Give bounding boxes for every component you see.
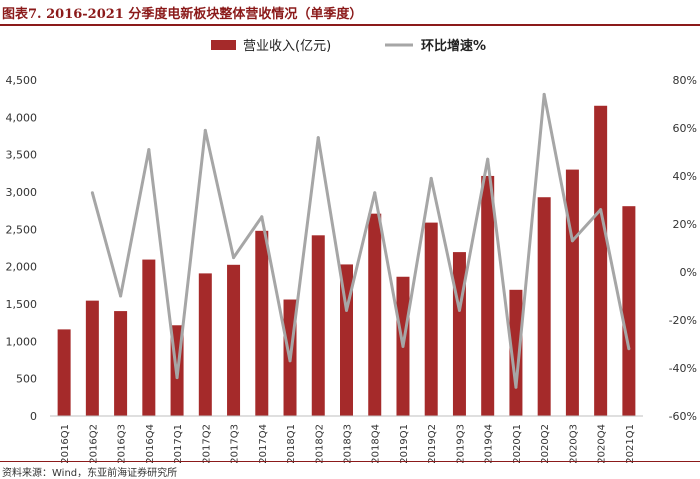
bar-2016q2: [85, 300, 99, 416]
y-right-tick-label: 40%: [673, 170, 697, 183]
bar-2021q1: [622, 206, 636, 416]
x-tick-label: 2020Q2: [540, 424, 551, 464]
x-tick-label: 2019Q3: [455, 424, 466, 464]
y-right-tick-label: -60%: [669, 410, 697, 423]
y-left-tick-label: 3,000: [6, 186, 38, 199]
line-point-2020q4: [599, 208, 603, 212]
bar-2019q2: [424, 222, 438, 416]
bar-2018q2: [311, 235, 325, 416]
bar-2020q1: [509, 289, 523, 416]
y-right-tick-label: -20%: [669, 314, 697, 327]
bar-2017q3: [227, 264, 241, 416]
line-point-2019q2: [429, 176, 433, 180]
y-right-tick-label: 80%: [673, 74, 697, 87]
legend-swatch-revenue: [211, 40, 236, 50]
bar-2019q4: [481, 175, 495, 416]
x-tick-label: 2017Q2: [201, 424, 212, 464]
x-tick-label: 2018Q2: [314, 424, 325, 464]
line-point-2020q1: [514, 385, 518, 389]
footer-divider: [0, 461, 700, 462]
line-point-2020q2: [542, 92, 546, 96]
y-left-tick-label: 1,000: [6, 335, 38, 348]
bar-2016q3: [114, 311, 128, 416]
legend-label-revenue: 营业收入(亿元): [243, 39, 331, 54]
line-series-qoq-growth: [90, 92, 631, 389]
x-tick-label: 2021Q1: [625, 424, 636, 464]
line-point-2019q3: [457, 308, 461, 312]
y-left-tick-label: 4,500: [6, 74, 38, 87]
bar-2017q2: [198, 273, 212, 416]
bar-2020q4: [594, 105, 608, 416]
y-right-tick-label: 0%: [680, 266, 697, 279]
x-tick-label: 2019Q2: [427, 424, 438, 464]
y-left-tick-label: 2,500: [6, 223, 38, 236]
line-point-2021q1: [627, 347, 631, 351]
chart-title: 图表7. 2016-2021 分季度电新板块整体营收情况（单季度）: [2, 7, 363, 22]
line-point-2017q3: [232, 256, 236, 260]
y-left-tick-label: 1,500: [6, 298, 38, 311]
x-tick-label: 2017Q1: [173, 424, 184, 464]
x-tick-label: 2017Q4: [258, 424, 269, 464]
line-point-2018q3: [345, 308, 348, 312]
x-tick-label: 2020Q4: [597, 424, 608, 464]
x-tick-label: 2016Q4: [145, 424, 156, 464]
x-tick-label: 2018Q4: [371, 424, 382, 464]
y-right-tick-label: -40%: [669, 362, 697, 375]
y-right-tick-label: 60%: [673, 122, 697, 135]
line-point-2016q4: [147, 148, 151, 152]
bar-2016q4: [142, 259, 156, 416]
line-point-2017q1: [175, 376, 179, 380]
bar-2020q2: [537, 197, 551, 416]
x-tick-label: 2020Q3: [568, 424, 579, 464]
x-tick-label: 2019Q1: [399, 424, 410, 464]
line-point-2016q2: [90, 191, 94, 195]
y-right-tick-label: 20%: [673, 218, 697, 231]
line-point-2018q1: [288, 359, 292, 363]
line-point-2018q4: [373, 191, 377, 195]
line-point-2020q3: [570, 239, 574, 243]
x-tick-label: 2016Q1: [60, 424, 71, 464]
x-tick-label: 2016Q2: [88, 424, 99, 464]
y-left-tick-label: 0: [30, 410, 37, 423]
bar-2016q1: [57, 329, 71, 416]
bar-2019q3: [452, 252, 466, 416]
y-left-tick-label: 4,000: [6, 111, 38, 124]
x-tick-label: 2017Q3: [230, 424, 241, 464]
title-bar: 图表7. 2016-2021 分季度电新板块整体营收情况（单季度）: [0, 0, 700, 26]
x-tick-label: 2016Q3: [117, 424, 128, 464]
legend-label-growth: 环比增速%: [421, 38, 486, 54]
x-tick-label: 2019Q4: [484, 424, 495, 464]
bar-2017q4: [255, 230, 269, 416]
x-tick-label: 2018Q1: [286, 424, 297, 464]
line-point-2019q4: [486, 157, 490, 161]
x-tick-label: 2018Q3: [343, 424, 354, 464]
y-left-tick-label: 2,000: [6, 261, 38, 274]
line-point-2019q1: [401, 344, 405, 348]
line-point-2017q2: [203, 128, 207, 132]
line-point-2018q2: [316, 136, 320, 140]
line-point-2017q4: [260, 215, 264, 219]
x-tick-label: 2020Q1: [512, 424, 523, 464]
y-left-tick-label: 500: [16, 373, 37, 386]
y-left-tick-label: 3,500: [6, 149, 38, 162]
source-note: 资料来源：Wind，东亚前海证券研究所: [2, 468, 178, 479]
line-point-2016q3: [119, 294, 123, 298]
bar-2020q3: [565, 169, 579, 416]
bar-2018q4: [368, 213, 382, 416]
